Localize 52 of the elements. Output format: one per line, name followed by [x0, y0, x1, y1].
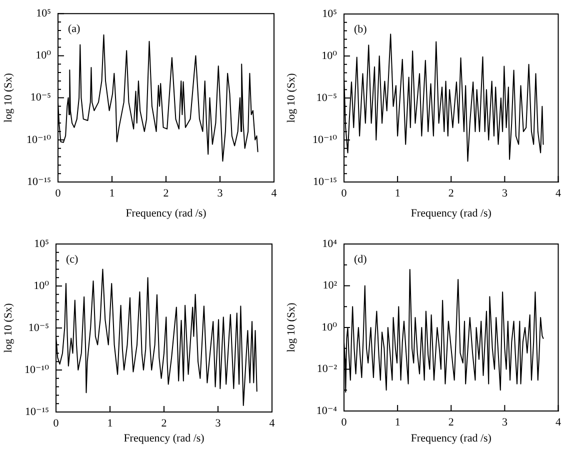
y-tick-label: 10⁰	[34, 280, 50, 292]
x-tick-label: 1	[394, 187, 400, 200]
y-tick-label: 10⁻¹⁰	[24, 364, 50, 376]
x-tick-label: 1	[394, 416, 400, 428]
x-tick-label: 4	[556, 187, 562, 200]
y-axis-title: log 10 (Sx)	[2, 72, 14, 123]
y-tick-label: 10⁻¹⁵	[25, 406, 50, 418]
x-tick-label: 2	[448, 416, 454, 428]
y-tick-label: 10⁵	[34, 238, 50, 250]
y-tick-label: 10⁵	[322, 8, 338, 20]
x-tick-label: 0	[341, 187, 348, 200]
x-tick-label: 3	[502, 187, 508, 200]
x-tick-label: 3	[215, 417, 222, 430]
x-tick-label: 0	[53, 417, 60, 430]
x-tick-label: 4	[271, 187, 278, 200]
y-tick-label: 10⁻⁵	[30, 92, 52, 104]
y-tick-label: 10⁻¹⁰	[312, 134, 338, 146]
x-axis-title: Frequency (rad /s)	[126, 207, 207, 220]
x-axis-title: Frequency (rad /s)	[410, 207, 492, 220]
y-tick-label: 10⁰	[322, 321, 338, 334]
annotation: (a)	[68, 22, 81, 35]
y-axis-title: log 10 (Sx)	[285, 302, 298, 352]
x-tick-label: 1	[109, 187, 115, 200]
annotation: (c)	[66, 253, 79, 266]
y-tick-label: 10⁴	[322, 238, 338, 250]
y-tick-label: 10⁻⁴	[316, 404, 338, 417]
y-tick-label: 10⁰	[36, 50, 52, 62]
y-tick-label: 10⁰	[322, 50, 338, 62]
x-tick-label: 2	[161, 417, 167, 430]
x-tick-label: 1	[107, 417, 113, 430]
y-tick-label: 10⁻¹⁵	[27, 176, 52, 188]
x-tick-label: 0	[55, 187, 62, 200]
y-tick-label: 10⁵	[36, 7, 52, 20]
annotation: (b)	[354, 23, 368, 36]
x-axis-title: Frequency (rad /s)	[410, 432, 492, 444]
y-tick-label: 10⁻⁵	[28, 322, 50, 334]
y-axis-title: log 10 (Sx)	[2, 302, 14, 353]
x-tick-label: 4	[556, 416, 562, 428]
y-tick-label: 10⁻¹⁵	[313, 176, 338, 188]
y-axis-title: log 10 (Sx)	[285, 72, 298, 123]
y-tick-label: 10⁻¹⁰	[26, 134, 52, 146]
annotation: (d)	[354, 253, 368, 266]
x-tick-label: 0	[341, 416, 348, 428]
x-axis-title: Frequency (rad /s)	[124, 432, 205, 444]
y-tick-label: 10⁻⁵	[316, 92, 338, 104]
x-tick-label: 2	[163, 187, 169, 200]
x-tick-label: 2	[448, 187, 454, 200]
y-tick-label: 10⁻²	[316, 363, 338, 376]
x-tick-label: 3	[502, 416, 508, 428]
x-tick-label: 4	[269, 417, 276, 430]
y-tick-label: 10²	[322, 280, 338, 292]
x-tick-label: 3	[217, 187, 224, 200]
